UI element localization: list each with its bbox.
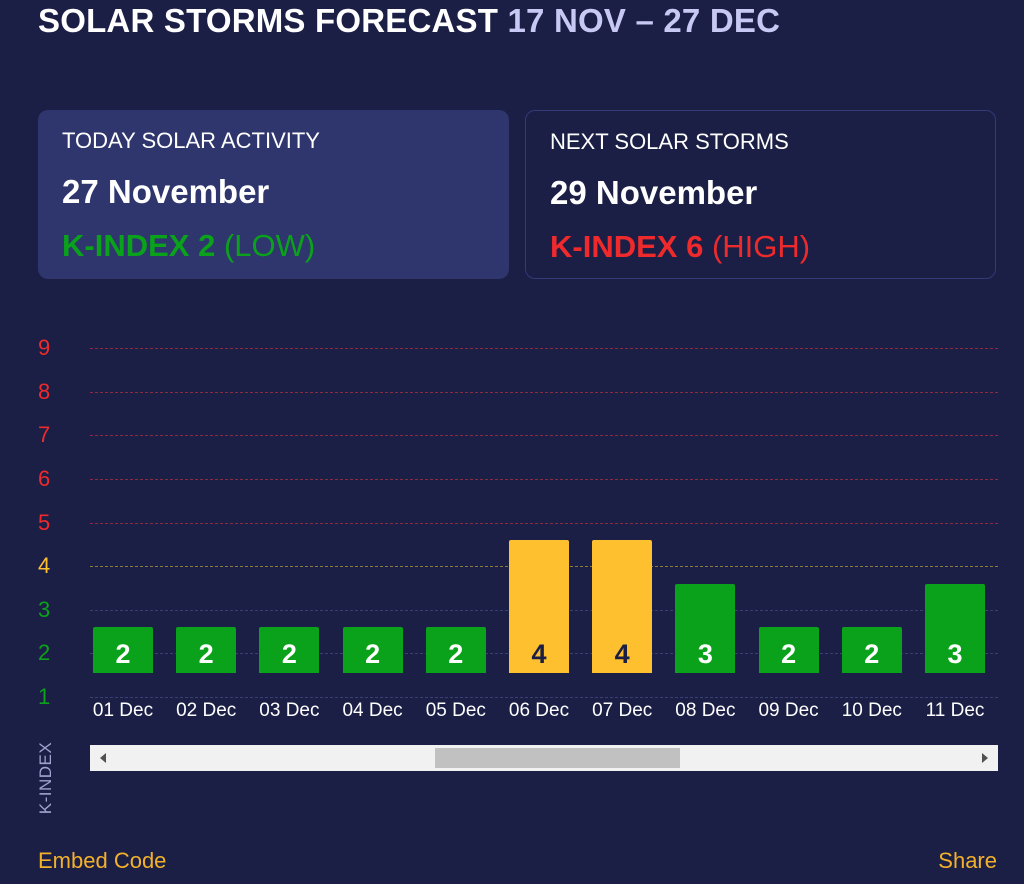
today-kindex-value: K-INDEX 2 xyxy=(62,228,216,263)
bar-value-label: 2 xyxy=(864,638,880,669)
y-tick-6: 6 xyxy=(38,466,51,491)
gridline-7 xyxy=(90,435,998,437)
gridline-6 xyxy=(90,479,998,480)
bar-value-label: 2 xyxy=(365,638,381,669)
y-tick-4: 4 xyxy=(38,553,51,579)
bar-02-dec[interactable]: 2 xyxy=(176,627,237,673)
gridline-5 xyxy=(90,522,998,524)
embed-code-link[interactable]: Embed Code xyxy=(38,848,167,873)
scroll-right-icon[interactable] xyxy=(982,753,988,763)
x-tick-label: 09 Dec xyxy=(758,700,819,721)
y-tick-1: 1 xyxy=(38,684,51,709)
chart-scrollbar[interactable] xyxy=(90,745,998,771)
scroll-left-icon[interactable] xyxy=(100,753,106,763)
bar-value-label: 2 xyxy=(281,638,297,669)
y-tick-2: 2 xyxy=(38,640,51,666)
next-label: NEXT SOLAR STORMS xyxy=(550,129,789,154)
x-tick-label: 11 Dec xyxy=(925,700,985,721)
today-kindex-level: (LOW) xyxy=(223,228,316,263)
y-tick-8: 8 xyxy=(38,378,51,404)
bar-08-dec[interactable]: 3 xyxy=(675,583,736,673)
today-activity-card: TODAY SOLAR ACTIVITY 27 November K-INDEX… xyxy=(38,110,509,279)
x-tick-label: 07 Dec xyxy=(592,700,653,721)
scroll-thumb[interactable] xyxy=(435,748,680,768)
bar-10-dec[interactable]: 2 xyxy=(841,627,902,673)
x-tick-label: 08 Dec xyxy=(675,700,736,721)
bar-11-dec[interactable]: 3 xyxy=(925,583,985,673)
x-tick-label: 04 Dec xyxy=(342,700,403,721)
bar-07-dec[interactable]: 4 xyxy=(592,540,653,673)
bar-value-label: 2 xyxy=(115,638,131,669)
next-storms-card: NEXT SOLAR STORMS 29 November K-INDEX 6 … xyxy=(525,110,996,279)
next-kindex: K-INDEX 6 (HIGH) xyxy=(550,229,971,265)
bar-value-label: 3 xyxy=(947,638,963,669)
next-date: 29 November xyxy=(550,174,758,211)
page-title: SOLAR STORMS FORECAST 17 NOV – 27 DEC xyxy=(38,2,780,40)
bar-04-dec[interactable]: 2 xyxy=(342,627,403,673)
x-tick-label: 05 Dec xyxy=(425,700,486,721)
y-axis-label: K-INDEX xyxy=(36,741,55,815)
bar-03-dec[interactable]: 2 xyxy=(259,627,320,673)
y-tick-3: 3 xyxy=(38,596,51,622)
bar-value-label: 4 xyxy=(531,638,547,669)
gridline-8 xyxy=(90,391,998,393)
bar-value-label: 2 xyxy=(198,638,214,669)
y-tick-7: 7 xyxy=(38,422,51,448)
today-kindex: K-INDEX 2 (LOW) xyxy=(62,228,485,264)
today-label: TODAY SOLAR ACTIVITY xyxy=(62,128,320,153)
bar-01-dec[interactable]: 2 xyxy=(93,627,153,673)
bar-value-label: 2 xyxy=(781,638,797,669)
share-link[interactable]: Share xyxy=(938,848,997,873)
bar-05-dec[interactable]: 2 xyxy=(425,627,486,673)
title-text: SOLAR STORMS FORECAST xyxy=(38,2,499,39)
x-tick-label: 10 Dec xyxy=(841,700,902,721)
bar-09-dec[interactable]: 2 xyxy=(758,627,819,673)
next-kindex-level: (HIGH) xyxy=(711,229,811,264)
x-tick-label: 02 Dec xyxy=(176,700,237,721)
date-range: 17 NOV – 27 DEC xyxy=(507,2,781,39)
bar-value-label: 2 xyxy=(448,638,464,669)
x-tick-label: 03 Dec xyxy=(259,700,320,721)
bar-value-label: 3 xyxy=(697,638,713,669)
gridline-1 xyxy=(90,697,998,698)
y-tick-5: 5 xyxy=(38,509,51,535)
bar-value-label: 4 xyxy=(614,638,630,669)
x-tick-label: 01 Dec xyxy=(92,700,154,721)
x-tick-label: 06 Dec xyxy=(508,700,570,721)
gridline-9 xyxy=(90,348,998,350)
today-date: 27 November xyxy=(62,173,270,210)
next-kindex-value: K-INDEX 6 xyxy=(550,229,704,264)
bar-06-dec[interactable]: 4 xyxy=(509,540,569,673)
y-tick-9: 9 xyxy=(38,335,51,361)
